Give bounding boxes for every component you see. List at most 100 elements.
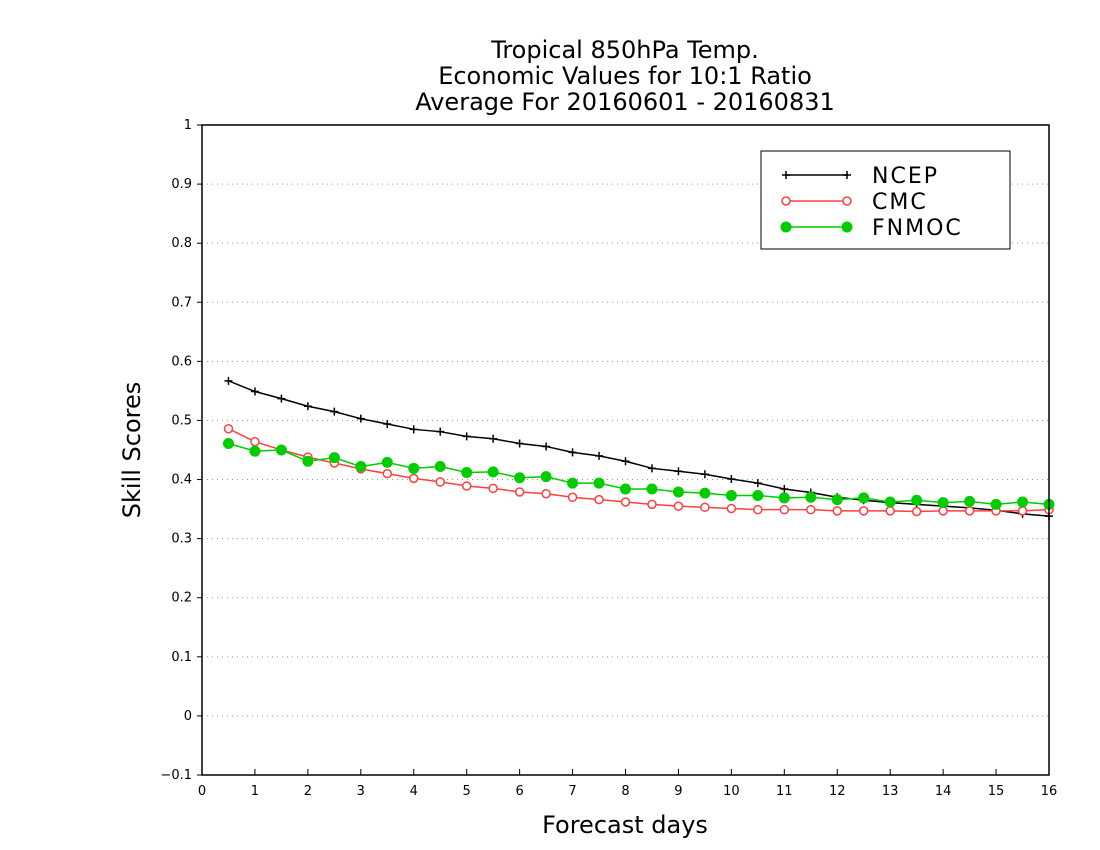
data-point-ncep	[568, 448, 577, 457]
data-point-cmc	[647, 499, 657, 510]
data-point-fnmoc	[249, 445, 261, 457]
data-point-fnmoc	[567, 477, 579, 489]
data-point-ncep	[356, 414, 365, 423]
data-point-ncep	[224, 376, 233, 385]
data-point-ncep	[462, 432, 471, 441]
legend-label-ncep: NCEP	[872, 164, 939, 189]
x-tick-label: 7	[568, 784, 576, 799]
data-point-ncep	[595, 451, 604, 460]
x-tick-label: 11	[776, 784, 793, 799]
legend-box	[760, 150, 1011, 250]
data-point-fnmoc	[302, 455, 314, 467]
data-point-ncep	[277, 394, 286, 403]
legend-item-ncep: NCEP	[782, 164, 939, 189]
x-axis-label: Forecast days	[542, 811, 708, 839]
data-point-ncep	[542, 442, 551, 451]
data-point-cmc	[250, 436, 260, 447]
y-tick-label: 0.6	[171, 354, 192, 369]
legend-label-fnmoc: FNMOC	[872, 216, 963, 241]
data-point-fnmoc	[937, 497, 949, 509]
data-point-ncep	[727, 474, 736, 483]
data-point-cmc	[594, 494, 604, 505]
x-tick-label: 1	[251, 784, 259, 799]
plot-frame	[201, 124, 1050, 776]
data-point-fnmoc	[381, 456, 393, 468]
data-point-fnmoc	[911, 494, 923, 506]
data-point-ncep	[780, 485, 789, 493]
y-tick-label: 0.4	[171, 473, 192, 488]
data-point-ncep	[515, 439, 524, 448]
data-point-fnmoc	[275, 444, 287, 456]
data-point-fnmoc	[593, 477, 605, 489]
data-point-fnmoc	[461, 466, 473, 478]
data-point-fnmoc	[434, 461, 446, 473]
data-point-cmc	[726, 503, 737, 514]
data-point-cmc	[435, 477, 445, 487]
data-point-ncep	[436, 427, 445, 436]
title-line-2: Economic Values for 10:1 Ratio	[438, 62, 812, 90]
y-tick-label: −0.1	[160, 768, 192, 783]
data-point-fnmoc	[831, 494, 843, 506]
data-point-cmc	[779, 504, 790, 515]
y-axis-ticks: −0.1 0 0.1 0.2 0.3 0.4 0.5 0.6 0.7 0.8 0.9 1	[160, 118, 202, 783]
legend-marker-fnmoc	[841, 221, 853, 233]
data-point-cmc	[223, 423, 234, 434]
data-point-ncep	[621, 457, 630, 466]
data-point-ncep	[489, 434, 498, 443]
data-point-fnmoc	[514, 472, 526, 484]
data-point-fnmoc	[408, 462, 420, 474]
data-point-cmc	[382, 468, 393, 479]
x-tick-label: 9	[674, 784, 682, 799]
data-point-fnmoc	[805, 491, 817, 503]
legend-marker-ncep	[843, 171, 851, 179]
data-point-fnmoc	[778, 492, 790, 504]
data-point-fnmoc	[964, 495, 976, 507]
data-point-fnmoc	[487, 466, 499, 478]
series-fnmoc	[222, 438, 1055, 510]
data-point-ncep	[250, 387, 259, 396]
x-tick-label: 12	[829, 784, 846, 799]
data-point-cmc	[409, 473, 419, 484]
data-point-fnmoc	[540, 471, 552, 483]
data-point-fnmoc	[646, 483, 658, 495]
data-point-fnmoc	[990, 498, 1002, 510]
data-point-fnmoc	[1017, 496, 1029, 508]
series-group	[222, 376, 1055, 521]
x-tick-label: 6	[515, 784, 523, 799]
x-tick-label: 3	[357, 784, 365, 799]
data-point-ncep	[383, 420, 392, 428]
data-point-cmc	[964, 506, 975, 516]
data-point-ncep	[647, 464, 656, 473]
data-point-fnmoc	[222, 438, 234, 449]
title-line-1: Tropical 850hPa Temp.	[490, 36, 759, 64]
data-point-cmc	[832, 506, 842, 516]
x-tick-label: 2	[304, 784, 312, 799]
data-point-ncep	[330, 407, 339, 416]
series-line-cmc	[228, 428, 1050, 513]
data-point-cmc	[541, 488, 551, 499]
data-point-ncep	[409, 425, 418, 434]
data-point-cmc	[461, 481, 472, 491]
data-point-cmc	[1017, 506, 1028, 516]
data-point-cmc	[753, 504, 763, 515]
y-axis-label: Skill Scores	[118, 382, 146, 519]
y-tick-label: 0.9	[171, 177, 192, 192]
x-tick-label: 10	[723, 784, 740, 799]
legend-item-fnmoc: FNMOC	[780, 216, 963, 241]
x-tick-label: 8	[621, 784, 629, 799]
data-point-cmc	[806, 504, 816, 515]
legend-marker-ncep	[782, 171, 790, 179]
data-point-cmc	[885, 506, 895, 516]
y-tick-label: 1	[184, 118, 192, 133]
series-ncep	[224, 376, 1053, 521]
y-tick-label: 0.5	[171, 413, 192, 428]
x-tick-label: 15	[988, 784, 1005, 799]
x-tick-label: 16	[1041, 784, 1058, 799]
data-point-cmc	[911, 506, 922, 517]
data-point-cmc	[700, 502, 710, 513]
title-line-3: Average For 20160601 - 20160831	[415, 88, 835, 116]
data-point-cmc	[567, 492, 578, 503]
legend-marker-cmc	[842, 196, 852, 206]
